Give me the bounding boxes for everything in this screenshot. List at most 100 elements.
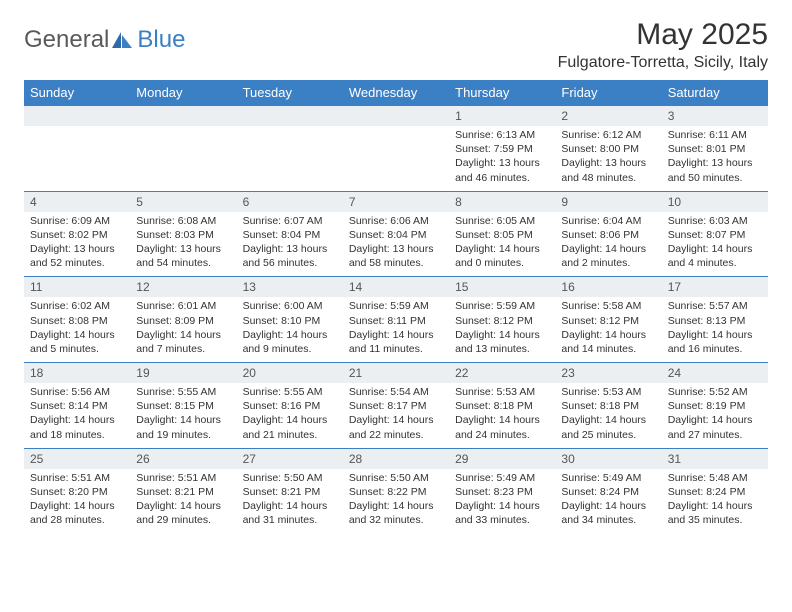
day-number-cell: 10 — [662, 191, 768, 212]
day-info: Sunrise: 6:05 AM Sunset: 8:05 PM Daylight:… — [449, 212, 555, 277]
day-number: 14 — [343, 277, 449, 297]
daylight-line: Daylight: 14 hours and 9 minutes. — [243, 329, 328, 355]
day-number: 6 — [237, 192, 343, 212]
sunset-line: Sunset: 8:06 PM — [561, 229, 639, 241]
location-text: Fulgatore-Torretta, Sicily, Italy — [558, 54, 768, 72]
daylight-line: Daylight: 14 hours and 0 minutes. — [455, 243, 540, 269]
day-info-cell: Sunrise: 5:51 AMSunset: 8:20 PMDaylight:… — [24, 469, 130, 534]
day-info: Sunrise: 6:13 AMSunset: 7:59 PMDaylight:… — [449, 126, 555, 191]
day-number: 4 — [24, 192, 130, 212]
day-number-cell: 21 — [343, 363, 449, 384]
day-number-cell: 2 — [555, 106, 661, 127]
day-info-cell: Sunrise: 5:51 AMSunset: 8:21 PMDaylight:… — [130, 469, 236, 534]
day-info: Sunrise: 5:59 AMSunset: 8:12 PMDaylight:… — [449, 297, 555, 362]
logo-text-general: General — [24, 26, 109, 54]
daylight-line: Daylight: 14 hours and 22 minutes. — [349, 414, 434, 440]
month-title: May 2025 — [558, 18, 768, 52]
day-info-cell: Sunrise: 5:59 AMSunset: 8:12 PMDaylight:… — [449, 297, 555, 362]
day-number: 25 — [24, 449, 130, 469]
day-number-cell: 17 — [662, 277, 768, 298]
week-number-row: 45678910 — [24, 191, 768, 212]
sunrise-line: Sunrise: 5:52 AM — [668, 386, 748, 398]
day-number-cell: 4 — [24, 191, 130, 212]
sunset-line: Sunset: 8:19 PM — [668, 400, 746, 412]
sunset-line: Sunset: 8:14 PM — [30, 400, 108, 412]
week-number-row: 123 — [24, 106, 768, 127]
day-number: 17 — [662, 277, 768, 297]
day-number-cell: 13 — [237, 277, 343, 298]
day-info: Sunrise: 5:49 AMSunset: 8:24 PMDaylight:… — [555, 469, 661, 534]
sunset-line: Sunset: 8:12 PM — [561, 315, 639, 327]
day-info-cell: Sunrise: 5:53 AMSunset: 8:18 PMDaylight:… — [449, 383, 555, 448]
sunrise-line: Sunrise: 6:06 AM — [349, 215, 429, 227]
sunset-line: Sunset: 8:07 PM — [668, 229, 746, 241]
day-info-cell: Sunrise: 6:08 AMSunset: 8:03 PMDaylight:… — [130, 212, 236, 277]
daylight-line: Daylight: 14 hours and 2 minutes. — [561, 243, 646, 269]
day-header: Sunday — [24, 80, 130, 106]
day-info-cell: Sunrise: 6:03 AMSunset: 8:07 PMDaylight:… — [662, 212, 768, 277]
day-number: 22 — [449, 363, 555, 383]
day-info-cell: Sunrise: 6:02 AMSunset: 8:08 PMDaylight:… — [24, 297, 130, 362]
sunrise-line: Sunrise: 6:13 AM — [455, 129, 535, 141]
sunset-line: Sunset: 8:03 PM — [136, 229, 214, 241]
day-info-cell: Sunrise: 6:06 AMSunset: 8:04 PMDaylight:… — [343, 212, 449, 277]
day-info: Sunrise: 5:56 AMSunset: 8:14 PMDaylight:… — [24, 383, 130, 448]
day-info: Sunrise: 5:51 AMSunset: 8:21 PMDaylight:… — [130, 469, 236, 534]
sunrise-line: Sunrise: 5:56 AM — [30, 386, 110, 398]
day-header: Tuesday — [237, 80, 343, 106]
day-number: 27 — [237, 449, 343, 469]
day-number-cell: 30 — [555, 448, 661, 469]
sunrise-line: Sunrise: 6:09 AM — [30, 215, 110, 227]
sunset-line: Sunset: 8:05 PM — [455, 229, 533, 241]
day-info-cell: Sunrise: 5:50 AMSunset: 8:21 PMDaylight:… — [237, 469, 343, 534]
daylight-line: Daylight: 14 hours and 19 minutes. — [136, 414, 221, 440]
day-info-cell: Sunrise: 6:13 AMSunset: 7:59 PMDaylight:… — [449, 126, 555, 191]
day-number — [237, 106, 343, 112]
day-number: 12 — [130, 277, 236, 297]
day-info — [130, 126, 236, 134]
sunset-line: Sunset: 8:04 PM — [243, 229, 321, 241]
day-number: 23 — [555, 363, 661, 383]
sunrise-line: Sunrise: 6:11 AM — [668, 129, 747, 141]
sunset-line: Sunset: 8:21 PM — [136, 486, 214, 498]
logo-sail-icon — [111, 30, 133, 50]
sunset-line: Sunset: 8:16 PM — [243, 400, 321, 412]
sunrise-line: Sunrise: 6:12 AM — [561, 129, 641, 141]
sunset-line: Sunset: 8:00 PM — [561, 143, 639, 155]
week-info-row: Sunrise: 6:09 AMSunset: 8:02 PMDaylight:… — [24, 212, 768, 277]
daylight-line: Daylight: 13 hours and 56 minutes. — [243, 243, 328, 269]
day-info: Sunrise: 6:08 AMSunset: 8:03 PMDaylight:… — [130, 212, 236, 277]
day-number: 8 — [449, 192, 555, 212]
sunrise-line: Sunrise: 6:04 AM — [561, 215, 641, 227]
daylight-line: Daylight: 14 hours and 24 minutes. — [455, 414, 540, 440]
sunrise-line: Sunrise: 5:59 AM — [349, 300, 429, 312]
daylight-line: Daylight: 13 hours and 48 minutes. — [561, 157, 646, 183]
day-number-cell: 6 — [237, 191, 343, 212]
day-info: Sunrise: 5:55 AMSunset: 8:16 PMDaylight:… — [237, 383, 343, 448]
day-info-cell: Sunrise: 5:57 AMSunset: 8:13 PMDaylight:… — [662, 297, 768, 362]
day-info-cell: Sunrise: 6:09 AMSunset: 8:02 PMDaylight:… — [24, 212, 130, 277]
day-info: Sunrise: 5:54 AMSunset: 8:17 PMDaylight:… — [343, 383, 449, 448]
sunrise-line: Sunrise: 5:53 AM — [561, 386, 641, 398]
day-number-cell — [130, 106, 236, 127]
sunset-line: Sunset: 8:04 PM — [349, 229, 427, 241]
sunset-line: Sunset: 8:23 PM — [455, 486, 533, 498]
day-info-cell: Sunrise: 6:11 AMSunset: 8:01 PMDaylight:… — [662, 126, 768, 191]
day-info: Sunrise: 6:12 AM Sunset: 8:00 PM Daylight:… — [555, 126, 661, 191]
day-number: 21 — [343, 363, 449, 383]
day-info: Sunrise: 6:11 AMSunset: 8:01 PMDaylight:… — [662, 126, 768, 191]
day-number: 11 — [24, 277, 130, 297]
day-info-cell — [130, 126, 236, 191]
week-info-row: Sunrise: 5:51 AMSunset: 8:20 PMDaylight:… — [24, 469, 768, 534]
daylight-line: Daylight: 14 hours and 4 minutes. — [668, 243, 753, 269]
day-number-cell: 20 — [237, 363, 343, 384]
day-number-cell: 19 — [130, 363, 236, 384]
sunset-line: Sunset: 8:08 PM — [30, 315, 108, 327]
day-info — [237, 126, 343, 134]
day-number-cell: 3 — [662, 106, 768, 127]
day-info-cell: Sunrise: 5:55 AMSunset: 8:15 PMDaylight:… — [130, 383, 236, 448]
sunrise-line: Sunrise: 6:01 AM — [136, 300, 216, 312]
sunrise-line: Sunrise: 5:53 AM — [455, 386, 535, 398]
sunrise-line: Sunrise: 6:05 AM — [455, 215, 535, 227]
daylight-line: Daylight: 14 hours and 21 minutes. — [243, 414, 328, 440]
